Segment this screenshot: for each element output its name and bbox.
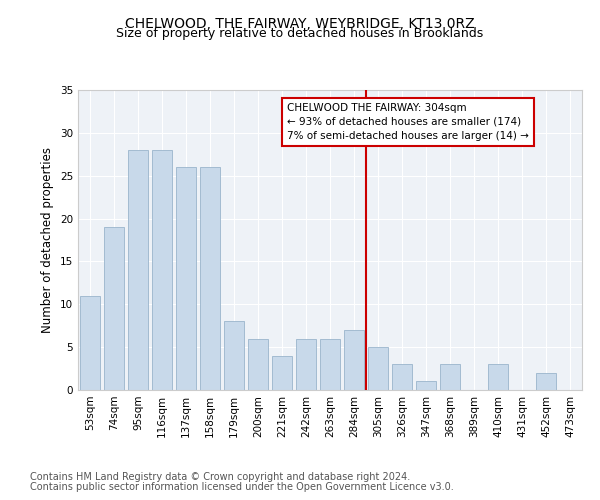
Bar [272, 356, 292, 390]
Text: CHELWOOD THE FAIRWAY: 304sqm
← 93% of detached houses are smaller (174)
7% of se: CHELWOOD THE FAIRWAY: 304sqm ← 93% of de… [287, 103, 529, 141]
Bar [320, 338, 340, 390]
Y-axis label: Number of detached properties: Number of detached properties [41, 147, 55, 333]
Bar [488, 364, 508, 390]
Bar [248, 338, 268, 390]
Bar [440, 364, 460, 390]
Bar [200, 167, 220, 390]
Bar [104, 227, 124, 390]
Bar [416, 382, 436, 390]
Bar [128, 150, 148, 390]
Bar [80, 296, 100, 390]
Text: Size of property relative to detached houses in Brooklands: Size of property relative to detached ho… [116, 28, 484, 40]
Bar [224, 322, 244, 390]
Text: CHELWOOD, THE FAIRWAY, WEYBRIDGE, KT13 0RZ: CHELWOOD, THE FAIRWAY, WEYBRIDGE, KT13 0… [125, 18, 475, 32]
Bar [368, 347, 388, 390]
Text: Contains public sector information licensed under the Open Government Licence v3: Contains public sector information licen… [30, 482, 454, 492]
Bar [296, 338, 316, 390]
Bar [536, 373, 556, 390]
Bar [176, 167, 196, 390]
Bar [392, 364, 412, 390]
Bar [344, 330, 364, 390]
Bar [152, 150, 172, 390]
Text: Contains HM Land Registry data © Crown copyright and database right 2024.: Contains HM Land Registry data © Crown c… [30, 472, 410, 482]
